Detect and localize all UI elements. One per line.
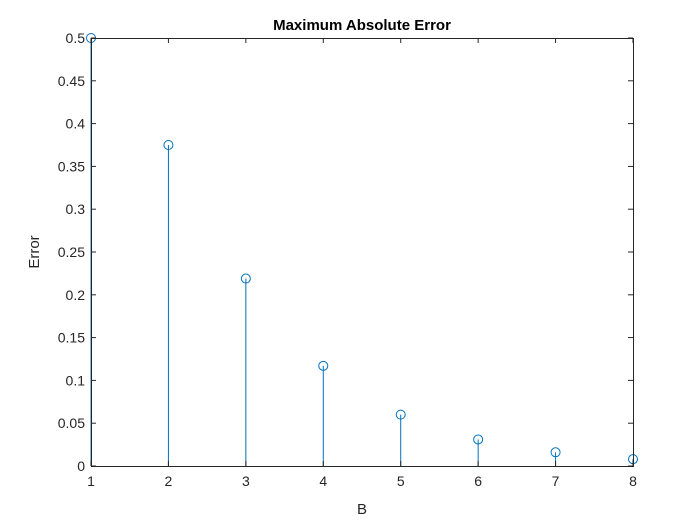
y-tick-label: 0.25 bbox=[58, 244, 85, 260]
stem-marker bbox=[318, 360, 329, 371]
y-tick-label: 0.35 bbox=[58, 158, 85, 174]
x-tick-label: 5 bbox=[397, 473, 405, 489]
chart-title: Maximum Absolute Error bbox=[273, 17, 451, 34]
y-tick-label: 0.5 bbox=[66, 30, 86, 46]
stem-marker bbox=[395, 409, 406, 420]
x-axis-label: B bbox=[357, 501, 367, 518]
y-tick-label: 0.15 bbox=[58, 330, 85, 346]
y-tick-label: 0.4 bbox=[66, 116, 86, 132]
x-tick-label: 4 bbox=[319, 473, 327, 489]
y-ticks-group: 0 0.05 0.1 0.15 0.2 0.25 0.3 0.35 0.4 0.45 0.5 bbox=[58, 30, 633, 474]
y-tick-label: 0.45 bbox=[58, 73, 85, 89]
stem-marker bbox=[550, 447, 561, 458]
y-tick-label: 0.05 bbox=[58, 415, 85, 431]
y-tick-label: 0.1 bbox=[66, 372, 86, 388]
y-tick-label: 0.3 bbox=[66, 201, 86, 217]
x-tick-label: 1 bbox=[87, 473, 95, 489]
stem-marker bbox=[473, 434, 484, 445]
stem-marker bbox=[163, 140, 174, 150]
stem-marker bbox=[240, 273, 251, 284]
x-tick-label: 2 bbox=[165, 473, 173, 489]
plot-area bbox=[91, 38, 633, 466]
y-tick-label: 0.2 bbox=[66, 287, 86, 303]
x-ticks-group: 1 2 3 4 5 6 7 8 bbox=[87, 38, 637, 489]
x-tick-label: 3 bbox=[242, 473, 250, 489]
y-tick-label: 0 bbox=[77, 458, 85, 474]
x-tick-label: 6 bbox=[474, 473, 482, 489]
x-tick-label: 8 bbox=[629, 473, 637, 489]
x-tick-label: 7 bbox=[552, 473, 560, 489]
y-axis-label: Error bbox=[26, 235, 43, 268]
